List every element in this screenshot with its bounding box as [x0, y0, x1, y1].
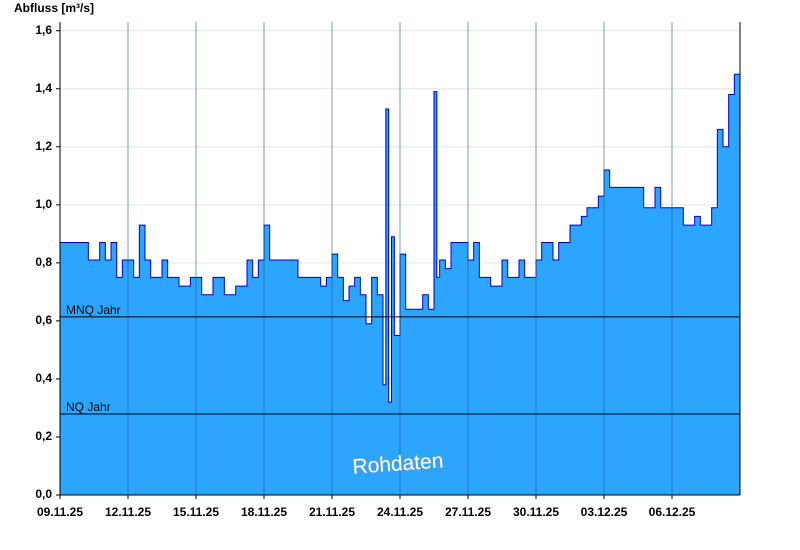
x-tick-label: 15.11.25 — [173, 505, 219, 519]
x-tick-label: 24.11.25 — [377, 505, 423, 519]
y-tick-label: 1,0 — [35, 197, 52, 211]
y-tick-label: 0,2 — [35, 429, 52, 443]
y-tick-label: 0,4 — [35, 371, 52, 385]
reference-label: MNQ Jahr — [66, 303, 121, 317]
y-tick-label: 0,0 — [35, 487, 52, 501]
y-tick-label: 1,6 — [35, 23, 52, 37]
y-axis-label: Abfluss [m³/s] — [14, 1, 94, 15]
x-tick-label: 03.12.25 — [581, 505, 628, 519]
x-tick-label: 30.11.25 — [513, 505, 559, 519]
x-tick-label: 18.11.25 — [241, 505, 287, 519]
y-tick-label: 1,2 — [35, 139, 52, 153]
reference-label: NQ Jahr — [66, 400, 111, 414]
y-tick-label: 1,4 — [35, 81, 52, 95]
x-tick-label: 09.11.25 — [37, 505, 83, 519]
x-tick-label: 21.11.25 — [309, 505, 355, 519]
area-line — [60, 71, 741, 403]
x-tick-label: 06.12.25 — [649, 505, 696, 519]
x-tick-label: 27.11.25 — [445, 505, 491, 519]
x-tick-label: 12.11.25 — [105, 505, 151, 519]
y-tick-label: 0,6 — [35, 313, 52, 327]
y-tick-label: 0,8 — [35, 255, 52, 269]
